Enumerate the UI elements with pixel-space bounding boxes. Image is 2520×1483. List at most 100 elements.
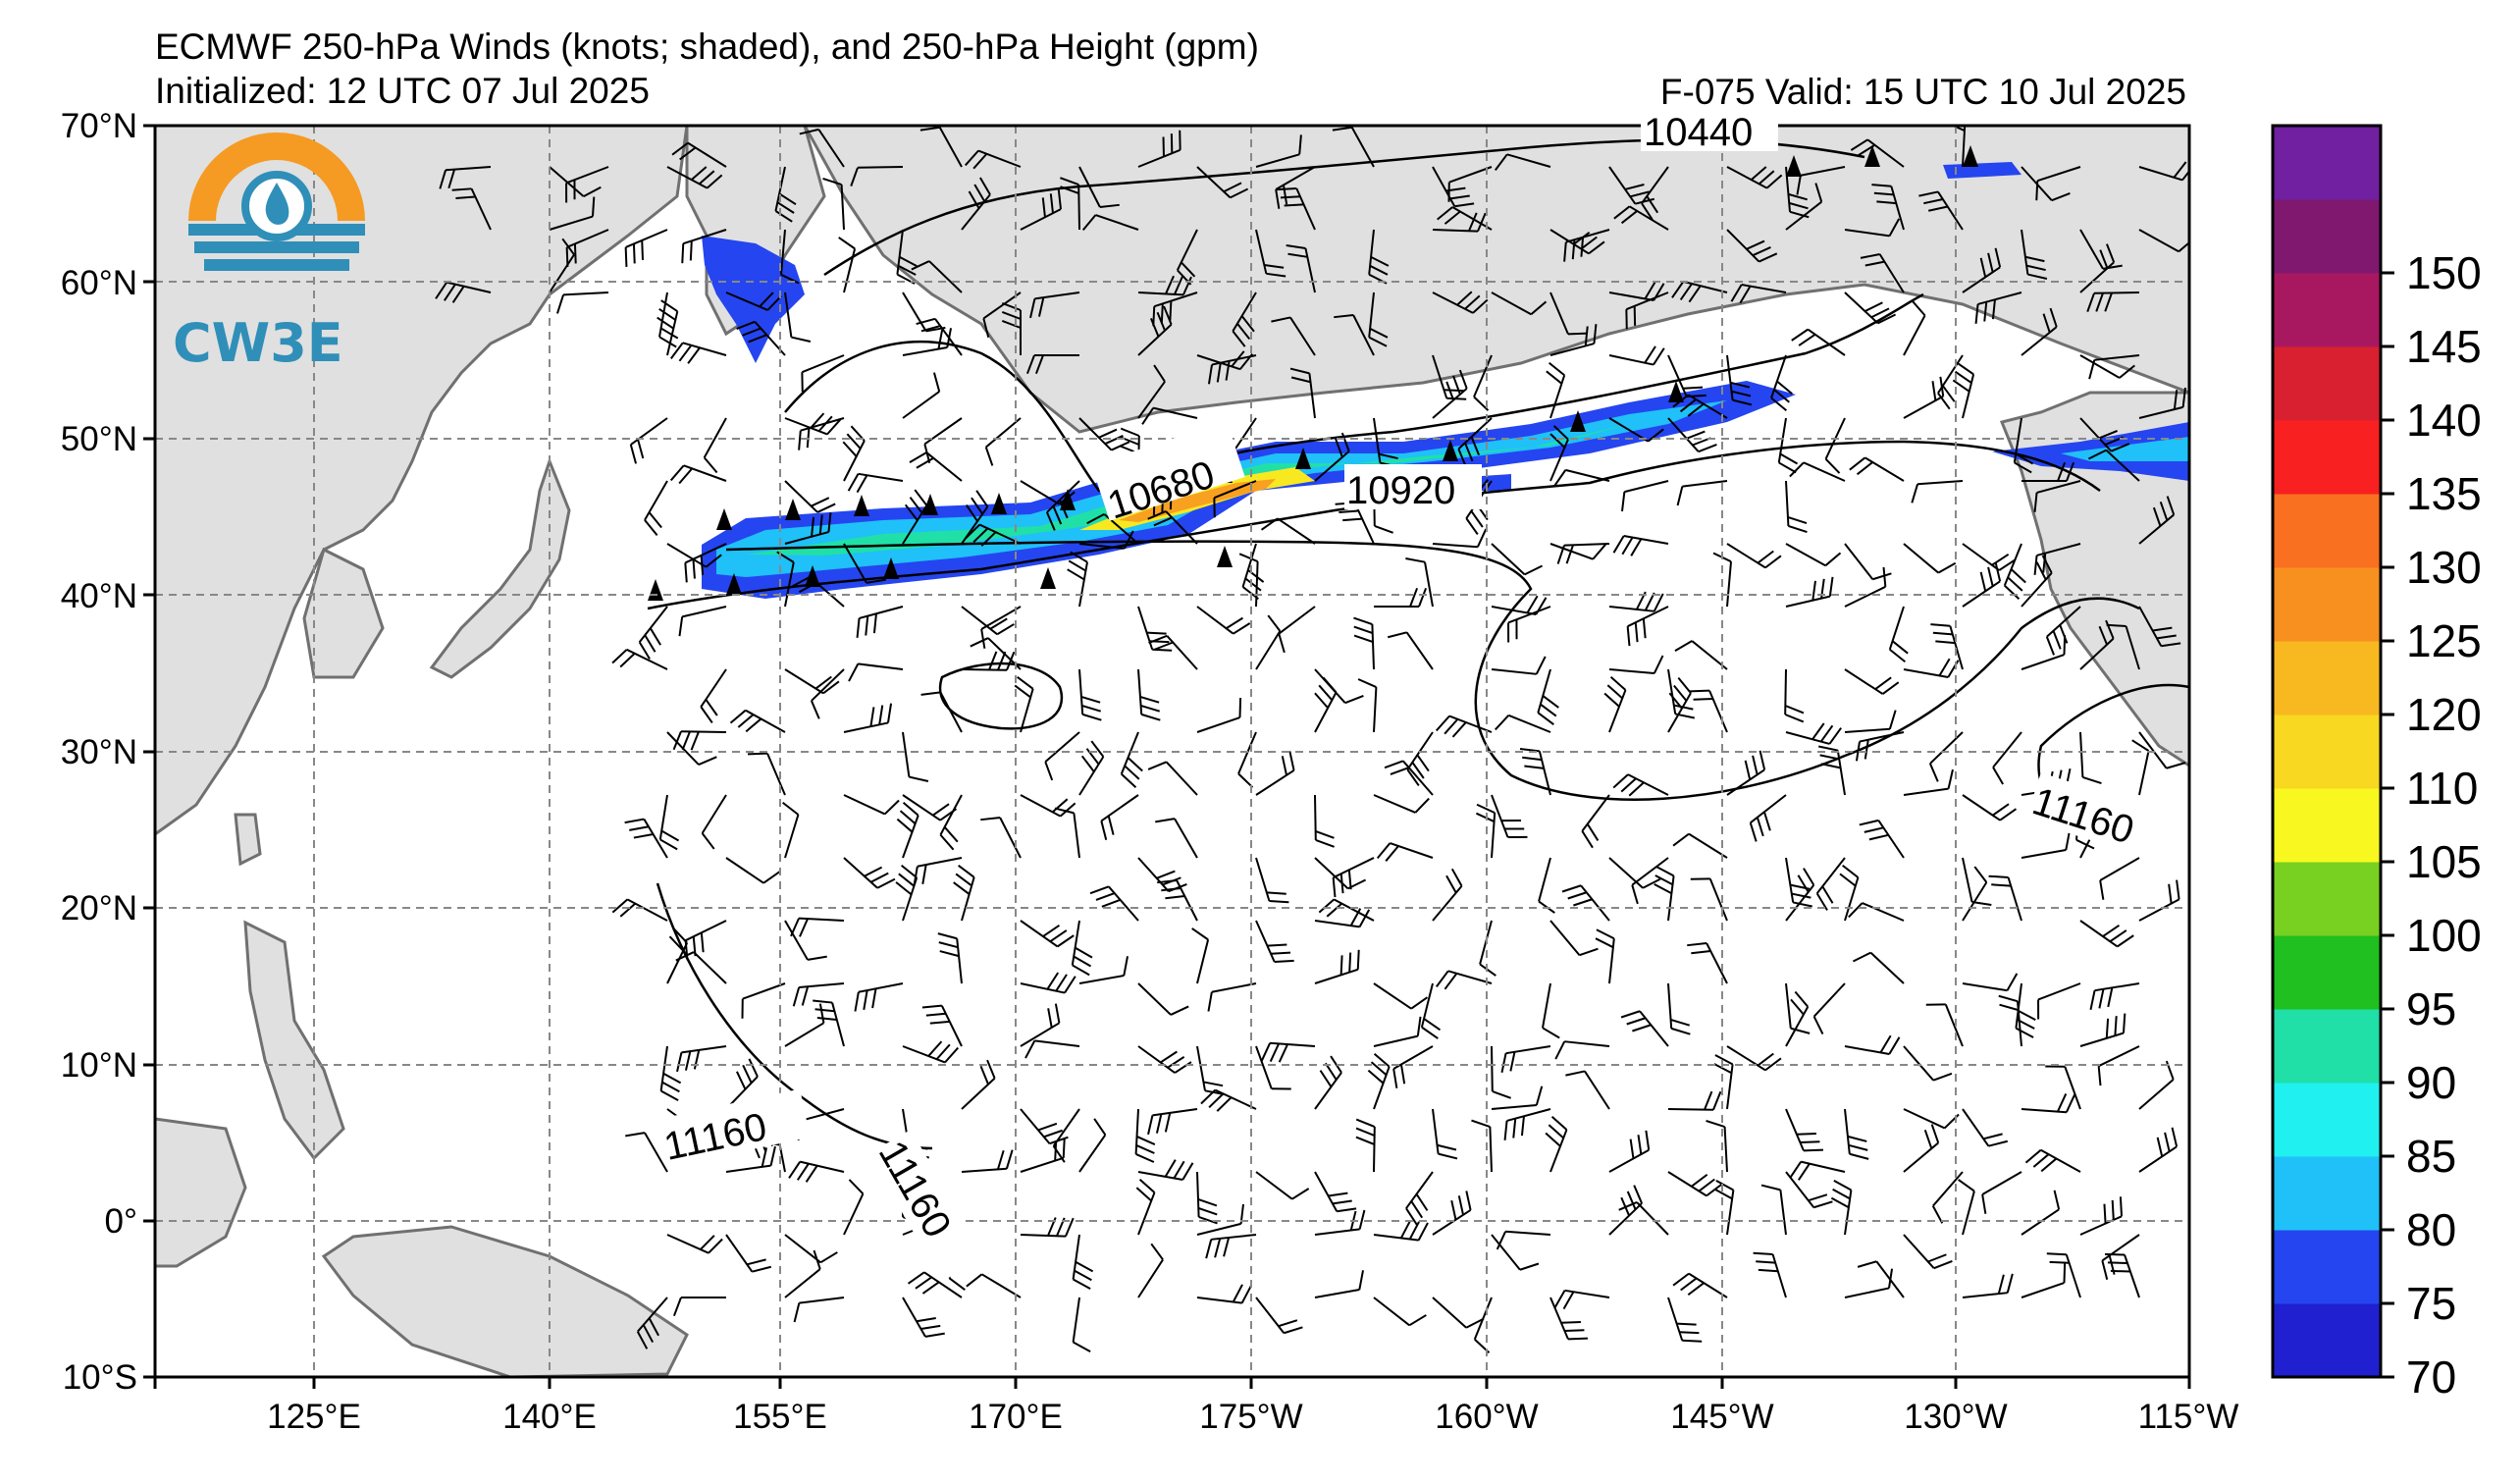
- wind-barb: [1962, 561, 2002, 608]
- wind-barb: [1368, 291, 1389, 347]
- wind-barb: [799, 128, 845, 168]
- wind-barb: [1641, 166, 1669, 221]
- wind-barb: [1726, 1045, 1782, 1072]
- colorbar: 70 75 80 85 90 95 100 105 110 120 125 130 135 140 145 1…: [2271, 124, 2482, 1403]
- wind-barb: [1255, 134, 1302, 168]
- wind-barb: [1147, 1108, 1198, 1136]
- wind-barb: [1815, 857, 1846, 911]
- wind-barb: [1237, 731, 1257, 788]
- lon-tick-label: 115°W: [2138, 1398, 2239, 1436]
- wind-barb: [1025, 354, 1079, 375]
- wind-barb: [725, 857, 781, 884]
- wind-barb: [838, 237, 857, 293]
- wind-barb: [1289, 367, 1316, 419]
- wind-barb: [782, 801, 800, 859]
- land-taiwan: [234, 813, 262, 867]
- wind-barb: [1612, 535, 1669, 556]
- wind-barb: [1785, 543, 1842, 567]
- wind-barb: [1355, 1118, 1376, 1173]
- wind-barb: [1205, 1234, 1257, 1259]
- wind-barb: [2021, 461, 2075, 482]
- wind-barb: [1020, 794, 1076, 818]
- wind-barb: [624, 229, 668, 267]
- colorbar-segment: [2273, 1009, 2381, 1084]
- wind-barb: [1667, 982, 1691, 1035]
- wind-barb: [982, 291, 1022, 339]
- wind-barb: [843, 703, 893, 733]
- wind-barb: [1137, 364, 1166, 419]
- wind-barb: [1785, 1108, 1823, 1152]
- wind-barb: [843, 1179, 865, 1236]
- wind-barb: [725, 1234, 772, 1273]
- wind-barb: [784, 412, 842, 436]
- wind-barb: [1749, 794, 1787, 842]
- wind-barb: [966, 1273, 1022, 1298]
- wind-barb: [1054, 807, 1080, 859]
- wind-barb: [1667, 677, 1692, 733]
- lon-tick-label: 145°W: [1670, 1398, 1773, 1436]
- wind-barb: [1565, 1070, 1610, 1110]
- wind-barb: [2105, 1252, 2140, 1298]
- wind-barb: [1608, 1130, 1651, 1173]
- wind-barb: [774, 166, 797, 223]
- wind-barb: [909, 451, 963, 482]
- wind-barb: [625, 1132, 668, 1173]
- wind-barb: [1078, 530, 1134, 550]
- wind-barb: [748, 752, 786, 796]
- wind-barb: [549, 238, 575, 293]
- wind-barb: [611, 648, 668, 670]
- wind-barb: [911, 260, 963, 293]
- wind-barb: [1726, 750, 1766, 796]
- wind-barb: [1491, 794, 1528, 838]
- jet-band-east-cyan: [2061, 437, 2189, 461]
- wind-barb: [1726, 543, 1782, 569]
- wind-barb: [1844, 566, 1887, 608]
- wind-barb: [1612, 773, 1669, 797]
- wind-barb: [843, 794, 900, 816]
- wind-barb: [624, 818, 668, 859]
- colorbar-segment: [2273, 494, 2381, 568]
- wind-barb: [1962, 247, 2002, 293]
- wind-barb: [678, 606, 727, 637]
- wind-barb: [1553, 1289, 1610, 1310]
- lat-tick-label: 20°N: [61, 889, 137, 927]
- colorbar-tick-label: 90: [2406, 1057, 2456, 1108]
- wind-barb: [1556, 543, 1610, 564]
- wind-barb: [1137, 1243, 1164, 1298]
- wind-barb: [1432, 166, 1475, 208]
- wind-barb: [684, 543, 727, 583]
- wind-barb: [902, 731, 929, 782]
- wind-barb: [1730, 284, 1787, 304]
- wind-barb: [1626, 606, 1669, 647]
- wind-barb: [2045, 606, 2081, 656]
- wind-barb: [1998, 994, 2022, 1047]
- wind-barb: [1314, 432, 1350, 482]
- wind-barb: [784, 1249, 821, 1298]
- wind-barb: [1962, 973, 2019, 992]
- wind-barb: [681, 229, 727, 264]
- wind-barb: [1207, 982, 1257, 1012]
- wind-barb: [1137, 1159, 1194, 1181]
- wind-barb: [1713, 1054, 1734, 1110]
- wind-barb: [1667, 1090, 1722, 1111]
- wind-barb: [2021, 635, 2067, 670]
- wind-barb: [1654, 866, 1675, 922]
- wind-barb: [964, 149, 1022, 170]
- wind-barb: [961, 1149, 1014, 1173]
- wind-barb: [1784, 668, 1805, 723]
- wind-barb: [1318, 898, 1375, 922]
- wind-flag: [1443, 440, 1458, 461]
- wind-barb: [666, 166, 723, 189]
- longitude-axis: 125°E 140°E 155°E 170°E 175°W 160°W 145°…: [267, 1398, 2238, 1436]
- wind-barb: [2021, 555, 2053, 608]
- wind-barb: [1760, 1184, 1787, 1236]
- wind-barb: [435, 281, 492, 303]
- wind-barb: [1072, 1234, 1094, 1291]
- wind-barb: [854, 982, 904, 1012]
- wind-barb: [1314, 1171, 1357, 1213]
- wind-barb: [856, 606, 904, 638]
- wind-barb: [1020, 1138, 1066, 1173]
- wind-barb: [1374, 587, 1428, 608]
- colorbar-tick-label: 95: [2406, 983, 2456, 1034]
- wind-barb: [700, 668, 727, 724]
